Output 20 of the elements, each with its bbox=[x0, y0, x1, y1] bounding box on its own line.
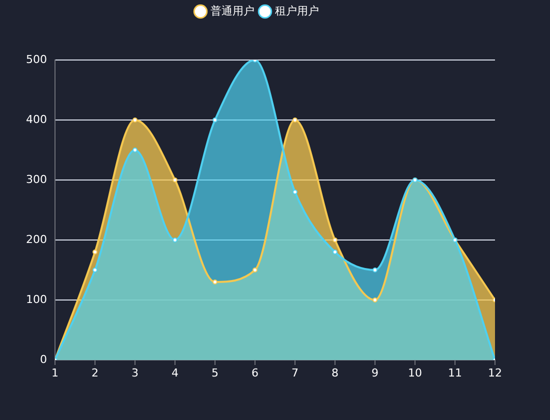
x-tick-label: 3 bbox=[132, 366, 138, 380]
x-tick-label: 10 bbox=[408, 366, 422, 380]
x-tick-label: 7 bbox=[292, 366, 298, 380]
x-tick-label: 11 bbox=[448, 366, 462, 380]
x-tick-label: 1 bbox=[52, 366, 58, 380]
legend-label: 租户用户 bbox=[275, 4, 319, 18]
x-tick-label: 6 bbox=[252, 366, 258, 380]
y-tick-label: 100 bbox=[26, 292, 47, 306]
x-tick-label: 2 bbox=[92, 366, 98, 380]
y-tick-label: 300 bbox=[26, 172, 47, 186]
x-tick-label: 8 bbox=[332, 366, 338, 380]
y-tick-label: 200 bbox=[26, 232, 47, 246]
y-tick-label: 500 bbox=[26, 52, 47, 66]
y-tick-label: 0 bbox=[40, 352, 47, 366]
x-tick-label: 5 bbox=[212, 366, 218, 380]
legend-label: 普通用户 bbox=[210, 4, 254, 18]
x-tick-label: 9 bbox=[372, 366, 378, 380]
x-tick-label: 4 bbox=[172, 366, 178, 380]
x-tick-label: 12 bbox=[488, 366, 502, 380]
y-tick-label: 400 bbox=[26, 112, 47, 126]
